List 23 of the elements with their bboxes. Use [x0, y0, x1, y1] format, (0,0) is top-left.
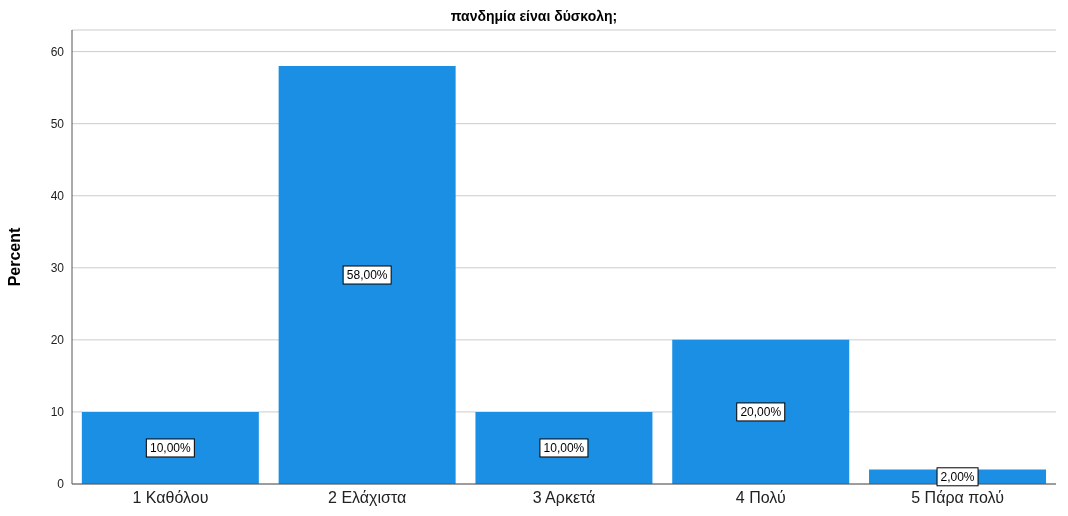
- y-tick-label: 10: [50, 405, 65, 420]
- x-tick-label: 2 Ελάχιστα: [328, 489, 407, 507]
- y-tick-label: 30: [50, 261, 65, 276]
- data-label: 20,00%: [740, 404, 782, 419]
- data-label: 58,00%: [346, 268, 388, 283]
- x-tick-label: 4 Πολύ: [735, 489, 786, 507]
- y-axis-title: Percent: [5, 226, 23, 287]
- chart-title: πανδημία είναι δύσκολη;: [449, 8, 619, 24]
- y-tick-label: 0: [57, 477, 65, 492]
- x-tick-label: 5 Πάρα πολύ: [911, 489, 1004, 507]
- bar: [475, 411, 653, 484]
- y-tick-label: 60: [50, 44, 65, 59]
- bar: [672, 339, 850, 484]
- bar: [278, 66, 456, 484]
- data-label: 10,00%: [543, 440, 585, 455]
- y-tick-label: 50: [50, 116, 65, 131]
- y-tick-label: 20: [50, 333, 65, 348]
- data-label: 10,00%: [149, 440, 192, 455]
- bar: [81, 411, 259, 484]
- data-label: 2,00%: [940, 469, 975, 484]
- x-tick-label: 1 Καθόλου: [132, 489, 209, 507]
- x-tick-label: 3 Αρκετά: [532, 489, 596, 507]
- y-tick-label: 40: [50, 189, 65, 204]
